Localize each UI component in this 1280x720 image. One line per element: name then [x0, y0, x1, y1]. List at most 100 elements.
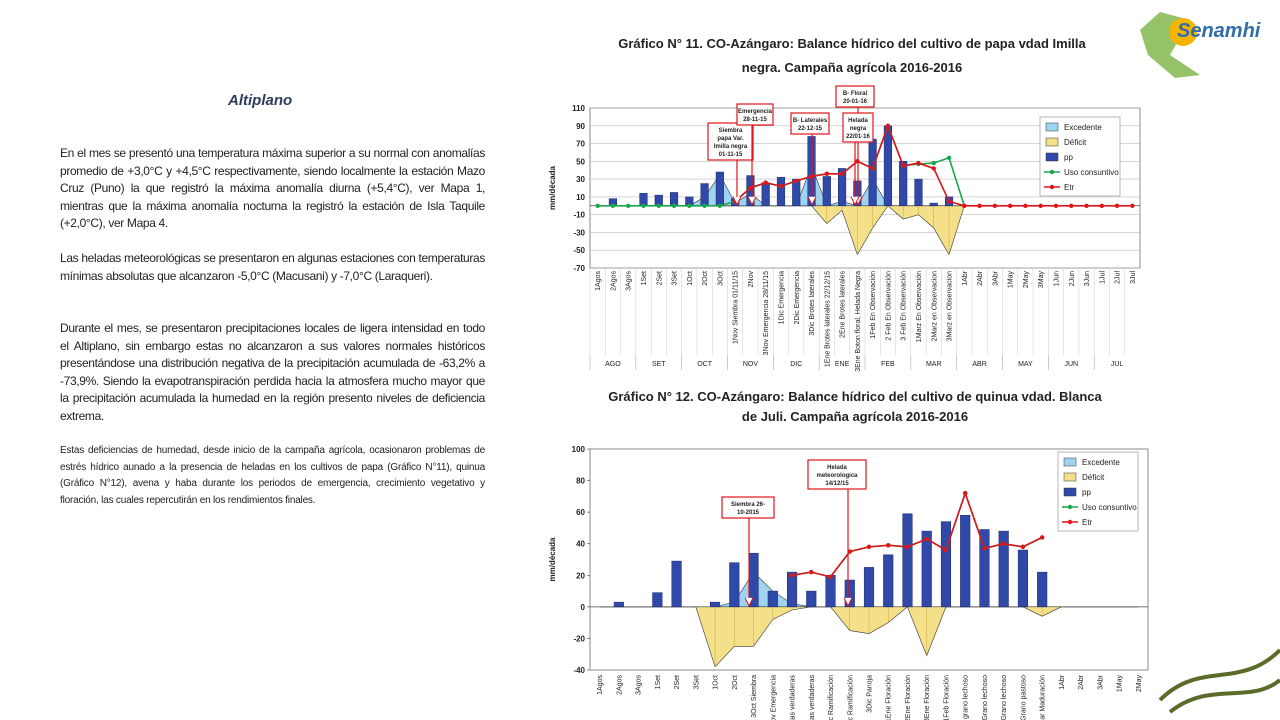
- x-tick-label: 3Dic Panoja: [867, 675, 874, 713]
- x-tick-label: 2Abr: [977, 270, 984, 285]
- bar: [613, 601, 624, 608]
- bar: [767, 590, 778, 608]
- bar: [652, 592, 663, 608]
- bar: [940, 521, 952, 608]
- bar: [715, 171, 724, 207]
- x-tick-label: 2Ene Floración: [905, 675, 912, 720]
- x-tick-label: 1Feb En Observación: [870, 271, 877, 339]
- line-marker: [931, 166, 936, 171]
- month-label: ABR: [972, 361, 986, 368]
- line-marker: [946, 155, 952, 160]
- x-tick-label: 2Nov Hojas verdaderas: [790, 675, 797, 720]
- x-tick-label: 1Set: [641, 271, 648, 285]
- legend-swatch: [1063, 472, 1077, 482]
- x-tick-label: 2 Feb En Observación: [885, 271, 892, 341]
- y-tick-label: 10: [576, 193, 585, 202]
- line-marker: [763, 180, 768, 185]
- line-marker: [924, 536, 929, 542]
- annotation-arrowhead: [843, 597, 853, 607]
- bar: [883, 125, 892, 207]
- x-tick-label: 2May: [1136, 675, 1143, 693]
- x-tick-label: 1Nov Emergencia: [770, 675, 777, 720]
- chart-title: de Juli. Campaña agrícola 2016-2016: [742, 409, 968, 424]
- month-label: NOV: [743, 361, 759, 368]
- annotation-text: Helada: [827, 465, 847, 471]
- y-axis-label: mm/década: [548, 165, 557, 210]
- legend-label: Déficit: [1082, 473, 1105, 482]
- x-tick-label: 1Jun: [1053, 271, 1060, 286]
- month-label: MAY: [1018, 361, 1033, 368]
- annotation-arrowhead: [732, 196, 742, 206]
- line-marker: [1023, 203, 1028, 208]
- line-marker: [900, 163, 906, 168]
- bar: [914, 178, 923, 207]
- x-tick-label: 3Feb Grano lechoso: [982, 675, 989, 720]
- bar: [761, 182, 770, 207]
- annotation-arrowhead: [747, 196, 757, 206]
- annotation-text: 20-01-16: [843, 99, 868, 105]
- y-tick-label: -70: [573, 264, 585, 273]
- bar: [822, 176, 831, 207]
- line-marker: [977, 203, 982, 208]
- annotation-text: 10-2015: [737, 510, 760, 516]
- line-marker: [847, 549, 852, 554]
- x-tick-label: 3Mar Maduración: [1040, 675, 1047, 720]
- x-tick-label: 3Nov Hojas verdaderas: [809, 675, 816, 720]
- annotation-box: [707, 122, 754, 161]
- bar: [825, 575, 836, 608]
- x-tick-label: 3Jun: [1084, 271, 1091, 286]
- x-tick-label: 1Jul: [1099, 271, 1106, 284]
- x-tick-label: 1Set: [655, 675, 662, 689]
- annotation-text: 22-12-15: [798, 126, 823, 132]
- x-tick-label: 1Ene Floración: [886, 675, 893, 720]
- line-marker: [1007, 203, 1013, 208]
- y-tick-label: 40: [576, 540, 585, 549]
- x-tick-label: 3Set: [693, 675, 700, 689]
- legend-label: Uso consuntivo: [1082, 503, 1137, 512]
- y-tick-label: 90: [576, 122, 585, 131]
- line-marker: [641, 203, 646, 208]
- legend-label: Uso consuntivo: [1064, 168, 1119, 177]
- line-marker: [625, 203, 631, 208]
- line-marker: [809, 569, 814, 575]
- y-tick-label: 0: [581, 603, 586, 612]
- line-marker: [963, 491, 968, 496]
- bar: [899, 161, 908, 207]
- line-marker: [1114, 203, 1120, 208]
- x-tick-label: 2Feb grano lechoso: [963, 675, 970, 720]
- bar: [838, 168, 847, 207]
- legend-label: Excedente: [1064, 123, 1102, 132]
- x-tick-label: 1Agos: [597, 675, 604, 695]
- x-tick-label: 3Oct Siembra: [751, 675, 758, 718]
- y-tick-label: -10: [573, 211, 585, 220]
- annotation-box: [736, 103, 774, 126]
- line: [791, 490, 1043, 578]
- annotation-box: [835, 85, 875, 108]
- x-tick-label: 1Nov Siembra 01/11/15: [733, 271, 740, 344]
- chart-title: Gráfico N° 11. CO-Azángaro: Balance hídr…: [618, 36, 1086, 51]
- y-axis-label: mm/década: [548, 537, 557, 582]
- annotation-text: B- Laterales: [793, 118, 828, 124]
- bar: [792, 178, 801, 207]
- legend-swatch: [1045, 122, 1059, 132]
- line-marker: [789, 573, 795, 578]
- bar: [998, 530, 1009, 608]
- annotation-box: [721, 496, 775, 519]
- y-tick-label: 20: [576, 571, 585, 580]
- bar: [671, 560, 682, 608]
- annotation-arrowhead: [744, 597, 754, 607]
- annotation-box: [790, 112, 830, 135]
- legend-label: Etr: [1064, 183, 1075, 192]
- legend-swatch: [1063, 487, 1077, 497]
- chart-title: negra. Campaña agrícola 2016-2016: [742, 60, 962, 75]
- line-marker: [717, 203, 723, 208]
- logo-sun: [1169, 18, 1197, 46]
- x-tick-label: 1May: [1008, 271, 1015, 289]
- x-tick-label: 2Oct: [732, 675, 739, 690]
- line-marker: [885, 123, 891, 128]
- line-marker: [610, 203, 616, 208]
- x-tick-label: 2Oct: [702, 271, 709, 286]
- x-tick-label: 1Oct: [713, 675, 720, 690]
- line-marker: [1038, 203, 1043, 208]
